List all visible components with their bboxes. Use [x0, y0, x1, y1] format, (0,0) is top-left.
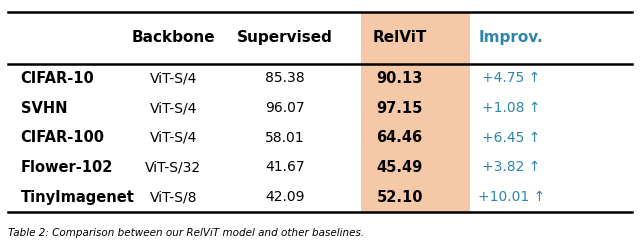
Text: ViT-S/32: ViT-S/32 [145, 160, 202, 174]
Text: +6.45 ↑: +6.45 ↑ [482, 131, 540, 145]
Text: 42.09: 42.09 [265, 190, 305, 204]
Text: +10.01 ↑: +10.01 ↑ [477, 190, 545, 204]
Text: 85.38: 85.38 [265, 71, 305, 85]
Text: TinyImagenet: TinyImagenet [20, 189, 134, 204]
Text: CIFAR-100: CIFAR-100 [20, 130, 104, 145]
Text: ViT-S/4: ViT-S/4 [150, 131, 197, 145]
FancyBboxPatch shape [362, 12, 470, 212]
Text: Backbone: Backbone [132, 30, 215, 45]
Text: SVHN: SVHN [20, 101, 67, 116]
Text: ViT-S/4: ViT-S/4 [150, 101, 197, 115]
Text: +3.82 ↑: +3.82 ↑ [482, 160, 540, 174]
Text: +1.08 ↑: +1.08 ↑ [482, 101, 540, 115]
Text: 96.07: 96.07 [265, 101, 305, 115]
Text: Improv.: Improv. [479, 30, 543, 45]
Text: ViT-S/4: ViT-S/4 [150, 71, 197, 85]
Text: 52.10: 52.10 [376, 189, 423, 204]
Text: 58.01: 58.01 [265, 131, 305, 145]
Text: 97.15: 97.15 [376, 101, 423, 116]
Text: Table 2: Comparison between our RelViT model and other baselines.: Table 2: Comparison between our RelViT m… [8, 228, 364, 238]
Text: Supervised: Supervised [237, 30, 333, 45]
Text: 45.49: 45.49 [376, 160, 423, 175]
Text: ViT-S/8: ViT-S/8 [150, 190, 197, 204]
Text: +4.75 ↑: +4.75 ↑ [482, 71, 540, 85]
Text: Flower-102: Flower-102 [20, 160, 113, 175]
Text: CIFAR-10: CIFAR-10 [20, 71, 94, 86]
Text: 90.13: 90.13 [376, 71, 423, 86]
Text: 41.67: 41.67 [265, 160, 305, 174]
Text: RelViT: RelViT [372, 30, 427, 45]
Text: 64.46: 64.46 [376, 130, 422, 145]
